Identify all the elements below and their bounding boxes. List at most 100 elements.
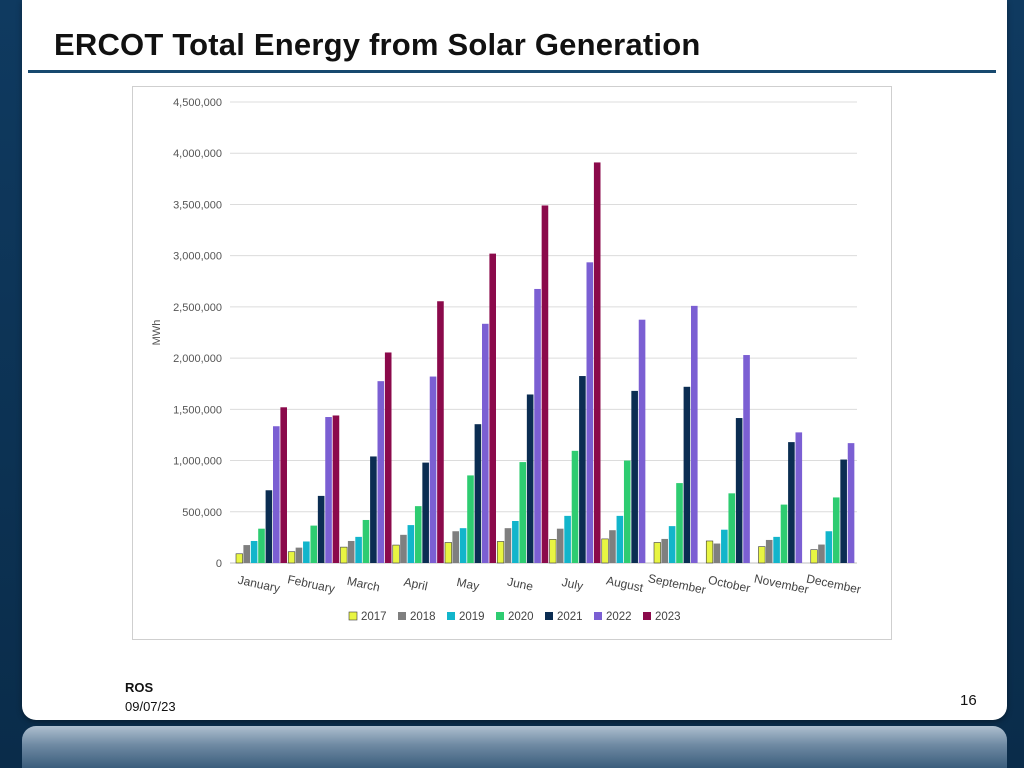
bar: [422, 462, 429, 563]
bar: [705, 540, 714, 564]
bar: [258, 528, 265, 563]
bar: [713, 543, 721, 563]
bar: [721, 529, 728, 563]
bar: [332, 415, 340, 563]
bar: [347, 540, 355, 563]
bar: [825, 531, 833, 563]
x-tick-label: February: [286, 572, 336, 596]
title-divider: [28, 70, 996, 73]
x-tick-label: July: [561, 575, 585, 593]
legend-label: 2018: [410, 611, 436, 623]
bar: [810, 549, 818, 564]
bar: [489, 253, 496, 563]
bar: [295, 547, 303, 563]
bar: [317, 495, 325, 563]
legend-swatch: [398, 612, 406, 620]
x-tick-label: December: [805, 571, 862, 596]
x-tick-label: September: [647, 571, 707, 597]
bar: [452, 531, 459, 563]
footer-date: 09/07/23: [125, 699, 176, 714]
bar: [579, 376, 586, 563]
x-tick-label: November: [753, 571, 810, 596]
bar: [519, 462, 527, 563]
x-tick-label: August: [605, 573, 645, 595]
bar: [414, 506, 422, 563]
bar: [280, 407, 287, 563]
bar: [661, 538, 668, 563]
bar: [340, 546, 348, 564]
bar: [303, 541, 310, 563]
bar: [370, 456, 377, 563]
x-tick-label: March: [346, 574, 382, 595]
y-tick-label: 3,500,000: [173, 199, 222, 211]
bar: [392, 544, 400, 564]
bar: [795, 432, 803, 563]
slide-title: ERCOT Total Energy from Solar Generation: [54, 27, 701, 62]
legend-swatch: [447, 612, 455, 620]
y-tick-label: 4,500,000: [173, 97, 222, 109]
bar: [437, 301, 444, 563]
bar: [243, 545, 250, 563]
bar: [653, 542, 661, 564]
bar: [556, 528, 564, 563]
bar: [534, 288, 541, 563]
bar: [847, 443, 855, 563]
page-number: 16: [960, 692, 977, 709]
bar: [616, 515, 624, 563]
bar: [512, 520, 519, 563]
y-tick-label: 1,000,000: [173, 456, 222, 468]
bar: [818, 544, 825, 563]
slide-bottom-band: [22, 726, 1007, 768]
bar: [609, 530, 616, 563]
bar: [384, 352, 392, 563]
legend-swatch: [643, 612, 651, 620]
bar: [482, 323, 489, 563]
bar: [474, 424, 482, 563]
bar: [691, 305, 698, 563]
bar: [526, 394, 534, 563]
legend-swatch: [545, 612, 553, 620]
bar: [377, 381, 385, 563]
bar: [780, 504, 788, 563]
bar: [287, 551, 296, 564]
bar: [504, 528, 512, 563]
bar: [571, 450, 579, 563]
bar: [758, 546, 766, 564]
bar: [355, 536, 362, 563]
y-tick-label: 0: [216, 558, 222, 570]
bar: [840, 459, 847, 563]
bar: [429, 376, 437, 563]
y-tick-label: 2,500,000: [173, 302, 222, 314]
bar: [250, 540, 258, 563]
x-tick-label: June: [506, 575, 535, 594]
bar: [273, 426, 280, 563]
bar: [676, 483, 683, 563]
legend-label: 2017: [361, 611, 387, 623]
bar: [832, 497, 840, 563]
legend-label: 2021: [557, 611, 583, 623]
bar: [728, 493, 736, 563]
y-tick-label: 3,000,000: [173, 251, 222, 263]
y-tick-label: 4,000,000: [173, 148, 222, 160]
bar: [735, 418, 743, 563]
bar: [593, 162, 601, 563]
bar: [623, 460, 631, 563]
bar: [638, 319, 646, 563]
bar: [467, 475, 474, 563]
x-tick-label: May: [455, 575, 480, 593]
bar: [549, 539, 557, 564]
bar: [235, 553, 243, 564]
x-tick-label: April: [403, 575, 429, 594]
y-tick-label: 1,500,000: [173, 404, 222, 416]
bar: [683, 386, 691, 563]
bar: [564, 515, 571, 563]
x-tick-label: January: [237, 573, 282, 596]
legend-label: 2022: [606, 611, 632, 623]
bar: [325, 417, 332, 563]
legend-swatch: [348, 611, 358, 621]
bar: [496, 541, 505, 564]
y-axis-label: MWh: [151, 320, 163, 346]
bar: [586, 262, 594, 563]
legend-swatch: [496, 612, 504, 620]
solar-generation-chart: 0 500,000 1,000,000 1,500,000 2,000,000 2,500…: [151, 97, 862, 623]
